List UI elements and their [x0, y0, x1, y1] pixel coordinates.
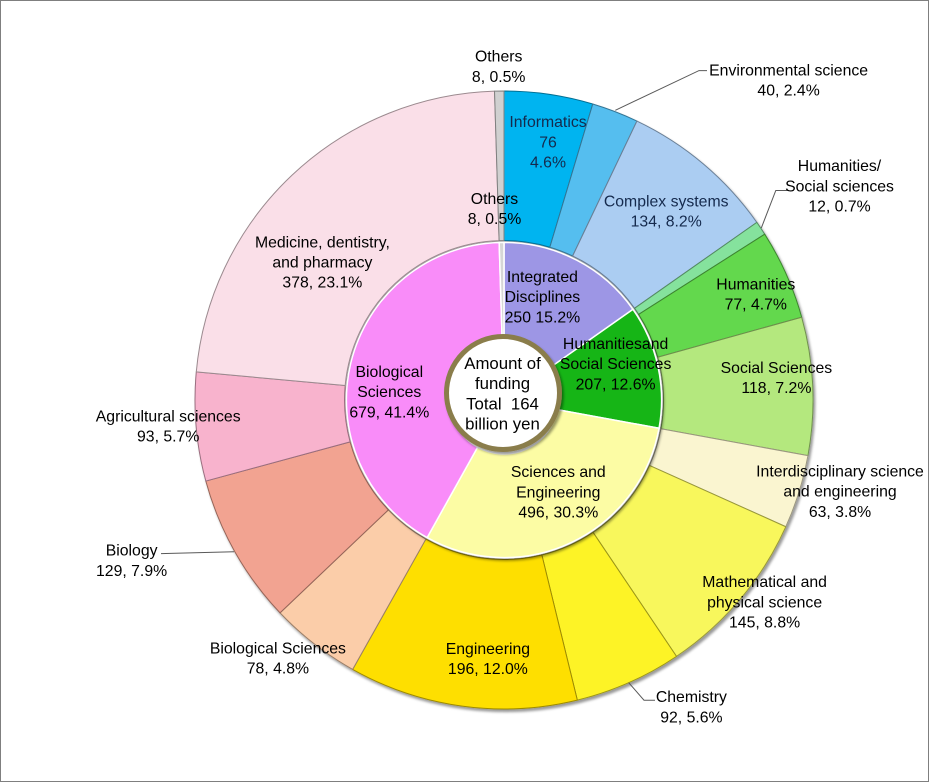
svg-text:Mathematical and: Mathematical and	[702, 574, 827, 591]
svg-text:Engineering: Engineering	[446, 641, 530, 658]
svg-text:12, 0.7%: 12, 0.7%	[808, 199, 870, 216]
svg-text:207, 12.6%: 207, 12.6%	[576, 376, 656, 393]
svg-text:Social Sciences: Social Sciences	[560, 356, 672, 373]
svg-text:Interdisciplinary science: Interdisciplinary science	[756, 464, 924, 481]
svg-text:Engineering: Engineering	[516, 484, 600, 501]
svg-text:Amount of: Amount of	[464, 354, 541, 373]
svg-text:Total 164: Total 164	[466, 394, 539, 413]
svg-text:Others: Others	[471, 191, 519, 208]
svg-text:Humanitiesand: Humanitiesand	[563, 336, 668, 353]
svg-text:78, 4.8%: 78, 4.8%	[247, 661, 309, 678]
svg-text:Integrated: Integrated	[507, 269, 578, 286]
svg-text:Humanities: Humanities	[716, 276, 795, 293]
svg-text:196, 12.0%: 196, 12.0%	[448, 661, 528, 678]
svg-text:Environmental science: Environmental science	[709, 62, 868, 79]
svg-text:Disciplines: Disciplines	[505, 289, 581, 306]
svg-text:134, 8.2%: 134, 8.2%	[631, 214, 702, 231]
svg-text:76: 76	[539, 134, 557, 151]
svg-text:Biology: Biology	[106, 543, 158, 560]
svg-text:Social Sciences: Social Sciences	[721, 360, 833, 377]
svg-text:Informatics: Informatics	[509, 114, 586, 131]
svg-text:Agricultural sciences: Agricultural sciences	[96, 408, 241, 425]
svg-text:4.6%: 4.6%	[530, 155, 566, 172]
svg-text:8, 0.5%: 8, 0.5%	[472, 69, 526, 86]
svg-text:378, 23.1%: 378, 23.1%	[282, 275, 362, 292]
svg-text:679, 41.4%: 679, 41.4%	[349, 404, 429, 421]
svg-text:118, 7.2%: 118, 7.2%	[741, 380, 811, 397]
svg-text:129, 7.9%: 129, 7.9%	[96, 563, 167, 580]
svg-text:Humanities/: Humanities/	[798, 158, 882, 175]
svg-text:funding: funding	[475, 374, 530, 393]
svg-text:and engineering: and engineering	[783, 484, 896, 501]
svg-text:93, 5.7%: 93, 5.7%	[137, 429, 199, 446]
svg-text:and pharmacy: and pharmacy	[272, 255, 372, 272]
svg-text:250 15.2%: 250 15.2%	[505, 309, 581, 326]
svg-text:77, 4.7%: 77, 4.7%	[725, 297, 787, 314]
svg-text:8, 0.5%: 8, 0.5%	[468, 211, 522, 228]
svg-text:92, 5.6%: 92, 5.6%	[660, 709, 722, 726]
svg-text:40, 2.4%: 40, 2.4%	[757, 83, 819, 100]
svg-text:Medicine, dentistry,: Medicine, dentistry,	[255, 234, 390, 251]
svg-text:Chemistry: Chemistry	[656, 689, 727, 706]
svg-text:Complex systems: Complex systems	[604, 194, 729, 211]
svg-text:Biological Sciences: Biological Sciences	[210, 641, 346, 658]
svg-text:billion yen: billion yen	[465, 415, 540, 434]
svg-text:145, 8.8%: 145, 8.8%	[729, 615, 800, 632]
svg-text:physical science: physical science	[707, 594, 822, 611]
svg-text:Sciences: Sciences	[357, 384, 421, 401]
svg-text:496, 30.3%: 496, 30.3%	[518, 505, 598, 522]
svg-text:63, 3.8%: 63, 3.8%	[809, 504, 871, 521]
svg-text:Others: Others	[475, 49, 523, 66]
svg-text:Social sciences: Social sciences	[785, 178, 894, 195]
svg-text:Sciences and: Sciences and	[511, 464, 606, 481]
svg-text:Biological: Biological	[355, 364, 423, 381]
